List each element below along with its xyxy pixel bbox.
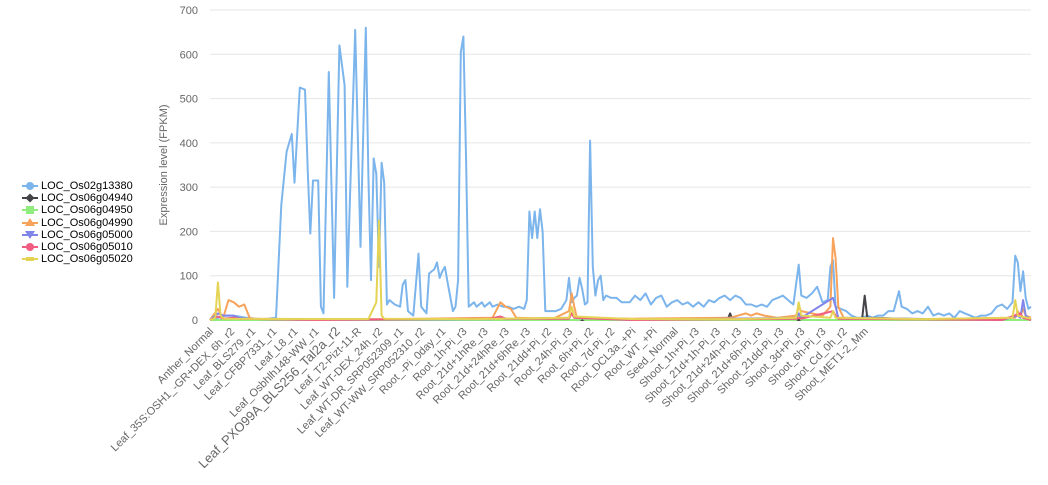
legend-label: LOC_Os02g13380 <box>41 180 133 193</box>
y-tick-label: 700 <box>180 5 198 17</box>
series-line-LOC_Os06g04940 <box>210 294 1031 321</box>
x-axis-ticks: Anther_NormalLeaf_35S:OSH1_-GR+DEX_6h_r2… <box>109 324 871 472</box>
legend-item[interactable]: LOC_Os06g04990 <box>22 217 133 229</box>
legend-label: LOC_Os06g04990 <box>41 216 133 229</box>
legend-marker-icon <box>22 192 38 204</box>
legend-marker-icon <box>22 253 38 265</box>
y-tick-label: 600 <box>180 49 198 61</box>
y-tick-label: 200 <box>180 226 198 238</box>
legend-label: LOC_Os06g05000 <box>41 228 133 241</box>
y-tick-label: 500 <box>180 94 198 106</box>
legend-label: LOC_Os06g04950 <box>41 204 133 217</box>
legend-marker-icon <box>22 241 38 253</box>
legend-marker-icon <box>22 180 38 192</box>
y-tick-label: 0 <box>192 315 198 327</box>
legend-item[interactable]: LOC_Os06g05000 <box>22 229 133 241</box>
legend-item[interactable]: LOC_Os02g13380 <box>22 180 133 192</box>
legend-label: LOC_Os06g05010 <box>41 241 133 254</box>
y-tick-label: 400 <box>180 138 198 150</box>
legend-item[interactable]: LOC_Os06g05010 <box>22 241 133 253</box>
legend-item[interactable]: LOC_Os06g05020 <box>22 253 133 265</box>
legend-marker-icon <box>22 217 38 229</box>
y-axis-ticks: 0 100 200 300 400 500 600 700 <box>180 5 198 327</box>
series-layer <box>209 26 1032 321</box>
series-line-LOC_Os06g05020 <box>209 219 1032 321</box>
legend: LOC_Os02g13380 LOC_Os06g04940 LOC_Os06g049… <box>22 180 133 265</box>
legend-marker-icon <box>22 204 38 216</box>
y-tick-label: 100 <box>180 271 198 283</box>
legend-item[interactable]: LOC_Os06g04940 <box>22 192 133 204</box>
y-axis-title: Expression level (FPKM) <box>158 104 170 225</box>
legend-label: LOC_Os06g04940 <box>41 192 133 205</box>
y-tick-label: 300 <box>180 182 198 194</box>
series-line-LOC_Os02g13380 <box>209 26 1032 321</box>
legend-label: LOC_Os06g05020 <box>41 253 133 266</box>
legend-item[interactable]: LOC_Os06g04950 <box>22 204 133 216</box>
legend-marker-icon <box>22 229 38 241</box>
